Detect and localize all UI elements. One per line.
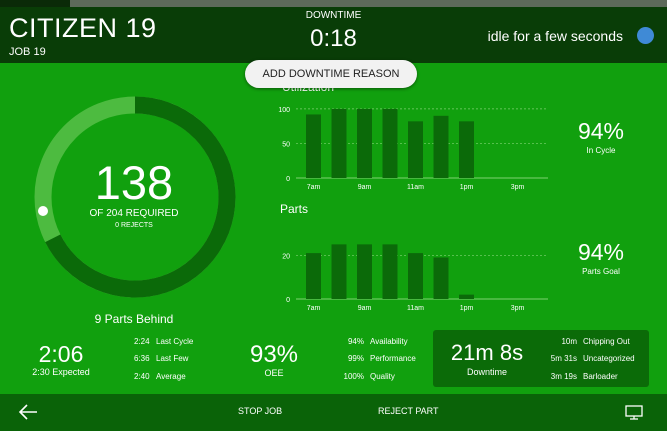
cycle-row-label: Last Cycle	[156, 337, 194, 346]
bar	[433, 115, 449, 178]
parts-count: 138	[94, 156, 174, 209]
header-bar: CITIZEN 19 JOB 19 DOWNTIME 0:18 idle for…	[0, 7, 667, 63]
bar	[382, 244, 398, 299]
bar	[459, 121, 474, 178]
cycle-row-label: Last Few	[156, 354, 189, 363]
x-tick-label: 11am	[407, 184, 424, 191]
downtime-label: DOWNTIME	[305, 10, 362, 21]
stop-job-button[interactable]: STOP JOB	[238, 406, 283, 416]
oee-row-label: Performance	[370, 354, 416, 363]
bar	[306, 253, 321, 299]
cycle-row-value: 6:36	[134, 354, 150, 363]
rejects-count: 0 REJECTS	[115, 222, 153, 229]
downtime-reason-label: Uncategorized	[583, 354, 635, 363]
oee-row-value: 94%	[347, 337, 364, 346]
x-tick-label: 9am	[358, 305, 372, 312]
oee-row-label: Availability	[370, 337, 408, 346]
y-tick-label: 20	[282, 253, 290, 260]
bar	[382, 108, 398, 178]
y-tick-label: 0	[286, 176, 290, 183]
progress-ring-arc	[45, 96, 236, 298]
oee-row-label: Quality	[370, 372, 395, 381]
parts-chart-title: Parts	[280, 202, 309, 216]
idle-status-text: idle for a few seconds	[487, 28, 623, 44]
monitor-icon[interactable]	[625, 405, 643, 420]
oee-value: 93%	[249, 341, 299, 368]
downtime-summary-box[interactable]: 21m 8s Downtime 10m Chipping Out 5m 31s …	[433, 330, 649, 387]
oee-row-value: 100%	[343, 372, 364, 381]
top-strip	[0, 0, 667, 7]
parts-required: OF 204 REQUIRED	[89, 208, 179, 219]
downtime-reason-value: 3m 19s	[550, 372, 577, 381]
parts-goal-label: Parts Goal	[582, 267, 620, 276]
progress-ring	[34, 96, 236, 298]
bar	[331, 244, 347, 299]
y-tick-label: 50	[282, 141, 290, 148]
cycle-row-value: 2:24	[134, 337, 150, 346]
bar	[357, 244, 372, 299]
bar	[306, 114, 321, 178]
cycle-expected: 2:30 Expected	[32, 367, 90, 377]
bar	[357, 108, 372, 178]
status-dot-icon	[637, 27, 654, 44]
downtime-reason-label: Barloader	[583, 372, 618, 381]
downtime-reason-label: Chipping Out	[583, 337, 630, 346]
bar	[408, 253, 423, 299]
y-tick-label: 0	[286, 297, 290, 304]
add-downtime-reason-button[interactable]: ADD DOWNTIME REASON	[245, 60, 417, 88]
cycle-time-value: 2:06	[38, 341, 84, 367]
parts-goal-stat: 94% Parts Goal	[566, 239, 636, 276]
footer-bar: STOP JOB REJECT PART	[0, 394, 667, 431]
parts-goal-value: 94%	[577, 239, 625, 265]
cycle-row-label: Average	[156, 372, 186, 381]
bar	[433, 257, 449, 299]
downtime-reason-value: 5m 31s	[550, 354, 577, 363]
parts-chart: 0 20 7am 9am 11am 1pm 3pm	[282, 244, 548, 312]
bar	[331, 108, 347, 178]
x-tick-label: 11am	[407, 305, 424, 312]
downtime-reason-value: 10m	[561, 337, 577, 346]
progress-ring-marker	[38, 206, 48, 216]
x-tick-label: 1pm	[460, 184, 474, 191]
bar	[408, 121, 423, 178]
y-tick-label: 100	[278, 107, 290, 114]
machine-title: CITIZEN 19	[9, 13, 157, 43]
x-tick-label: 7am	[307, 305, 321, 312]
downtime-total-label: Downtime	[466, 367, 507, 377]
in-cycle-label: In Cycle	[586, 146, 616, 155]
utilization-chart: 0 50 100 7am 9am 11am 1pm 3pm	[278, 107, 548, 191]
downtime-timer: 0:18	[310, 25, 357, 52]
oee-label: OEE	[264, 368, 284, 378]
x-tick-label: 3pm	[511, 305, 525, 312]
job-label: JOB 19	[9, 46, 46, 58]
parts-behind: 9 Parts Behind	[94, 312, 174, 326]
x-tick-label: 9am	[358, 184, 372, 191]
reject-part-button[interactable]: REJECT PART	[378, 406, 439, 416]
x-tick-label: 3pm	[511, 184, 525, 191]
in-cycle-value: 94%	[577, 118, 625, 144]
arrow-left-icon[interactable]	[18, 403, 38, 421]
x-tick-label: 7am	[307, 184, 321, 191]
in-cycle-stat: 94% In Cycle	[566, 118, 636, 155]
cycle-row-value: 2:40	[134, 372, 150, 381]
x-tick-label: 1pm	[460, 305, 474, 312]
oee-row-value: 99%	[347, 354, 364, 363]
bar	[459, 294, 474, 299]
downtime-total-value: 21m 8s	[450, 340, 524, 365]
